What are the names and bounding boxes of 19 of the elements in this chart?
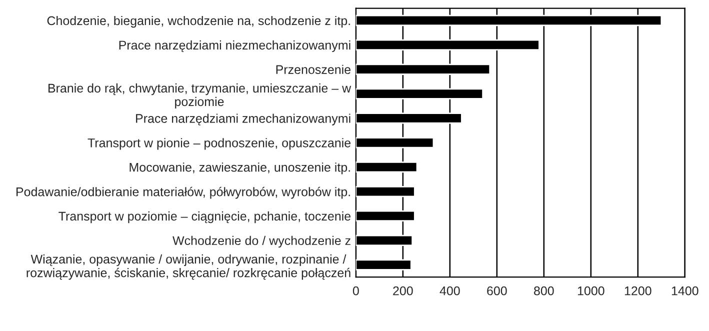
x-tick-label: 600: [487, 286, 507, 296]
y-tick-label: Wiązanie, opasywanie / owijanie, odrywanie, rozpinanie / rozwiązywanie, ściskanie, skręcanie/ rozkręcanie połączeń: [26, 254, 350, 280]
y-tick-label: Przenoszenie: [276, 64, 351, 74]
y-tick-label: Prace narzędziami niezmechanizowanymi: [119, 40, 350, 52]
x-tick-label: 0: [352, 286, 359, 296]
x-tick-label: 1200: [624, 286, 652, 296]
y-tick-label: Transport w pionie – podnoszenie, opuszczanie: [88, 138, 351, 150]
x-tick-label: 1000: [578, 286, 604, 296]
x-tick-label: 800: [534, 286, 554, 296]
x-tick-label: 400: [440, 286, 460, 296]
y-tick-label: Transport w poziomie – ciągnięcie, pchanie, toczenie: [58, 211, 351, 224]
y-tick-label: Prace narzędziami zmechanizowanymi: [136, 114, 350, 126]
y-tick-label: Wchodzenie do / wychodzenie z: [172, 236, 350, 248]
y-tick-label: Chodzenie, bieganie, wchodzenie na, schodzenie z itp.: [47, 16, 350, 28]
y-tick-label: Podawanie/odbieranie materiałów, półwyrobów, wyrobów itp.: [16, 186, 350, 199]
y-tick-label: Mocowanie, zawieszanie, unoszenie itp.: [130, 162, 350, 174]
x-tick-label: 200: [393, 286, 413, 296]
y-tick-label: Branie do rąk, chwytanie, trzymanie, umieszczanie – w poziomie: [48, 83, 352, 109]
x-tick-label: 1400: [672, 286, 698, 296]
